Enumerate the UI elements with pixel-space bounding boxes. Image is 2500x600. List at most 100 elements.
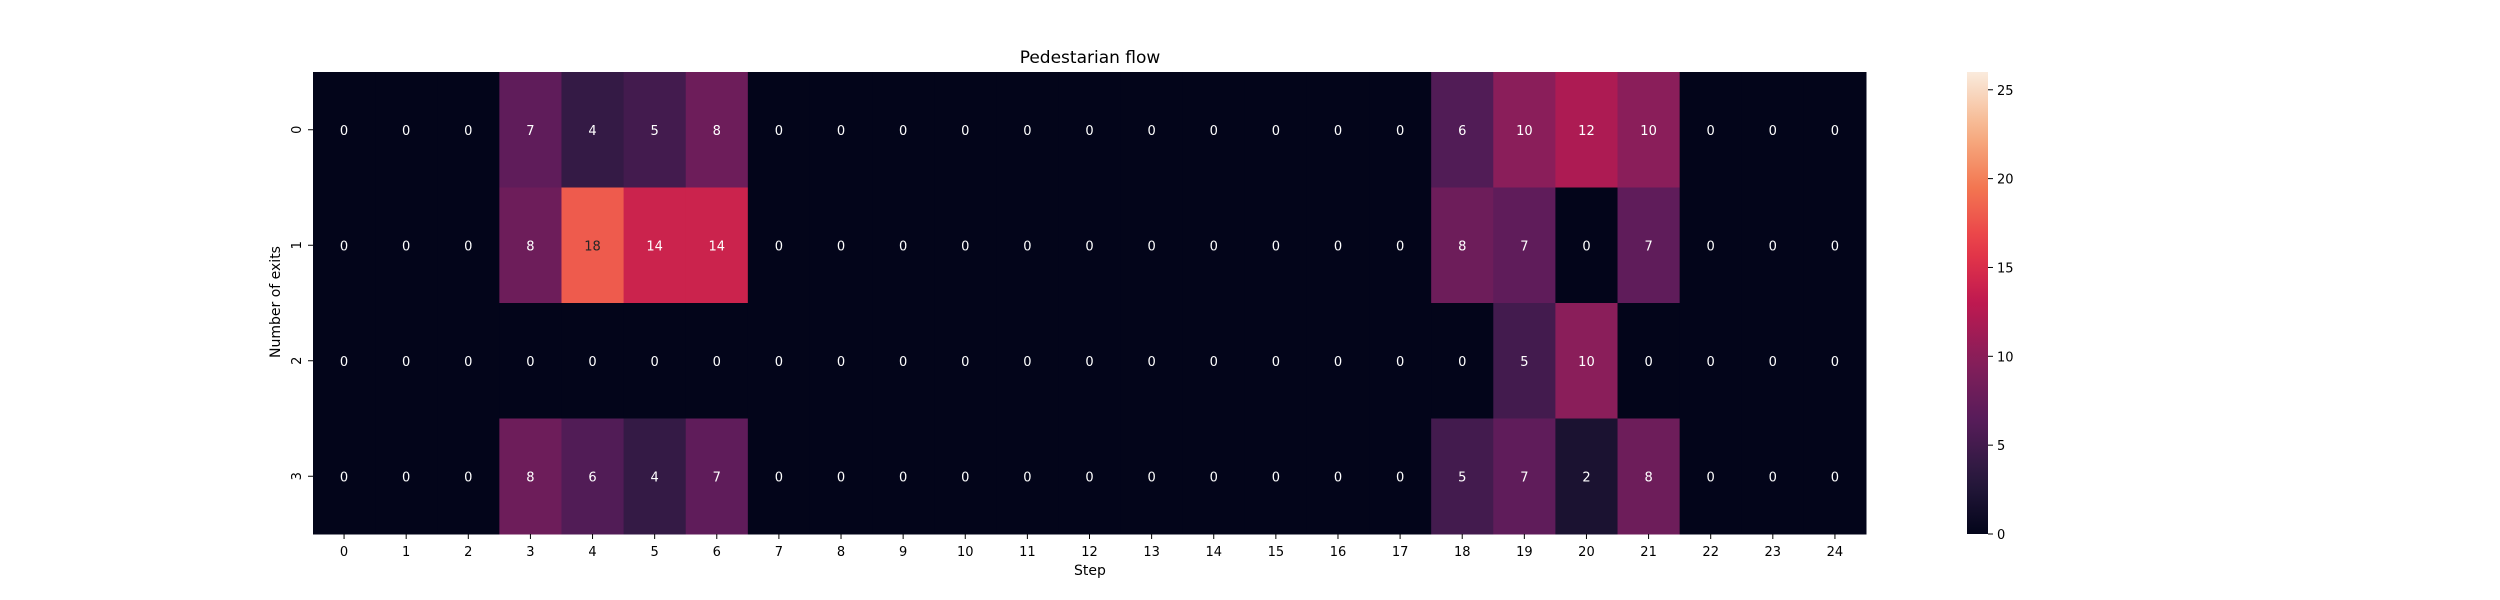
- cell-value-label: 0: [837, 124, 845, 139]
- heatmap-cell: [872, 187, 935, 304]
- heatmap-cell: [1369, 187, 1432, 304]
- heatmap-cell: [1617, 187, 1681, 304]
- x-axis-label: Step: [1074, 563, 1106, 579]
- heatmap-cell: [1244, 72, 1308, 188]
- cell-value-label: 8: [1458, 239, 1466, 254]
- colorbar-tick-label: 10: [1997, 350, 2014, 365]
- cell-value-label: 0: [1147, 470, 1155, 485]
- cell-value-label: 5: [1458, 470, 1466, 485]
- heatmap-cell: [934, 72, 997, 188]
- x-tick-label: 23: [1765, 545, 1782, 560]
- cell-value-label: 0: [1272, 239, 1280, 254]
- cell-value-label: 0: [1085, 239, 1093, 254]
- heatmap-cell: [1431, 72, 1494, 188]
- cell-value-label: 0: [1769, 355, 1777, 370]
- x-axis: 0 1 2 3 4 5 6 7 8 9 10 11 12 13 14 15 16 17 18 19 20 21 22 23 24: [340, 534, 1843, 560]
- cell-value-label: 0: [961, 124, 969, 139]
- x-tick-label: 22: [1702, 545, 1719, 560]
- heatmap-cell: [437, 187, 500, 304]
- x-tick-label: 24: [1827, 545, 1844, 560]
- x-tick-label: 10: [957, 545, 974, 560]
- cell-value-label: 0: [1334, 470, 1342, 485]
- x-tick-label: 13: [1143, 545, 1160, 560]
- cell-value-label: 0: [402, 239, 410, 254]
- x-tick-label: 4: [588, 545, 596, 560]
- cell-value-label: 0: [402, 124, 410, 139]
- heatmap-cell: [1431, 303, 1494, 419]
- cell-value-label: 0: [1396, 470, 1404, 485]
- cell-value-label: 0: [1210, 470, 1218, 485]
- heatmap-cell: [1306, 187, 1370, 304]
- heatmap-cell: [561, 187, 625, 304]
- cell-value-label: 0: [1023, 124, 1031, 139]
- cell-value-label: 0: [526, 355, 534, 370]
- x-tick-label: 8: [837, 545, 845, 560]
- cell-value-label: 0: [775, 124, 783, 139]
- heatmap-cell: [1306, 303, 1370, 419]
- cell-value-label: 0: [1334, 124, 1342, 139]
- heatmap-cell: [561, 72, 625, 188]
- cell-value-label: 0: [464, 239, 472, 254]
- cell-value-label: 6: [1458, 124, 1466, 139]
- x-tick-label: 20: [1578, 545, 1595, 560]
- heatmap-cell: [1369, 303, 1432, 419]
- heatmap-cell: [1120, 418, 1184, 535]
- heatmap-cell: [375, 418, 438, 535]
- heatmap-cell: [1555, 72, 1619, 188]
- heatmap-cell: [1617, 303, 1681, 419]
- cell-value-label: 7: [526, 124, 534, 139]
- heatmap-cell: [1058, 72, 1122, 188]
- cell-value-label: 0: [1831, 239, 1839, 254]
- cell-value-label: 0: [1769, 124, 1777, 139]
- heatmap-cell: [1306, 72, 1370, 188]
- heatmap-cell: [809, 303, 873, 419]
- heatmap-cell: [1306, 418, 1370, 535]
- cell-value-label: 8: [526, 239, 534, 254]
- cell-value-label: 2: [1582, 470, 1590, 485]
- heatmap-cell: [623, 418, 687, 535]
- cell-value-label: 0: [464, 470, 472, 485]
- cell-value-label: 0: [899, 470, 907, 485]
- cell-value-label: 8: [1644, 470, 1652, 485]
- heatmap-cell: [996, 187, 1059, 304]
- heatmap-cell: [685, 418, 749, 535]
- x-tick-label: 12: [1081, 545, 1098, 560]
- heatmap-cell: [375, 72, 438, 188]
- heatmap-cell: [747, 72, 811, 188]
- cell-value-label: 5: [1520, 355, 1528, 370]
- heatmap-cell: [1679, 303, 1743, 419]
- heatmap-cell: [1555, 187, 1619, 304]
- cell-value-label: 0: [961, 239, 969, 254]
- heatmap-cell: [872, 418, 935, 535]
- y-tick-label: 0: [290, 126, 305, 134]
- cell-value-label: 7: [713, 470, 721, 485]
- cell-value-label: 0: [1831, 124, 1839, 139]
- cell-value-label: 0: [1272, 470, 1280, 485]
- cell-value-label: 0: [1769, 239, 1777, 254]
- cell-value-label: 0: [588, 355, 596, 370]
- colorbar-tick-label: 15: [1997, 261, 2014, 276]
- heatmap-cells: 0 0 0 7 4 5 8 0 0 0 0 0 0 0 0 0 0 0 6 10 12 10 0 0 0 0 0 0 8 18 14 14 0 0…: [313, 72, 1867, 535]
- cell-value-label: 12: [1578, 124, 1595, 139]
- x-tick-label: 16: [1330, 545, 1347, 560]
- chart-title: Pedestarian flow: [1020, 48, 1161, 68]
- cell-value-label: 8: [713, 124, 721, 139]
- heatmap-cell: [1120, 187, 1184, 304]
- heatmap-cell: [996, 303, 1059, 419]
- heatmap-cell: [375, 187, 438, 304]
- x-tick-label: 15: [1268, 545, 1285, 560]
- cell-value-label: 0: [775, 355, 783, 370]
- cell-value-label: 0: [1396, 124, 1404, 139]
- x-tick-label: 17: [1392, 545, 1409, 560]
- heatmap-cell: [1431, 418, 1494, 535]
- heatmap-cell: [1431, 187, 1494, 304]
- heatmap-cell: [1244, 418, 1308, 535]
- cell-value-label: 4: [651, 470, 659, 485]
- x-tick-label: 2: [464, 545, 472, 560]
- cell-value-label: 0: [1707, 239, 1715, 254]
- cell-value-label: 0: [961, 355, 969, 370]
- x-tick-label: 5: [651, 545, 659, 560]
- cell-value-label: 14: [709, 239, 726, 254]
- heatmap-cell: [437, 303, 500, 419]
- cell-value-label: 10: [1578, 355, 1595, 370]
